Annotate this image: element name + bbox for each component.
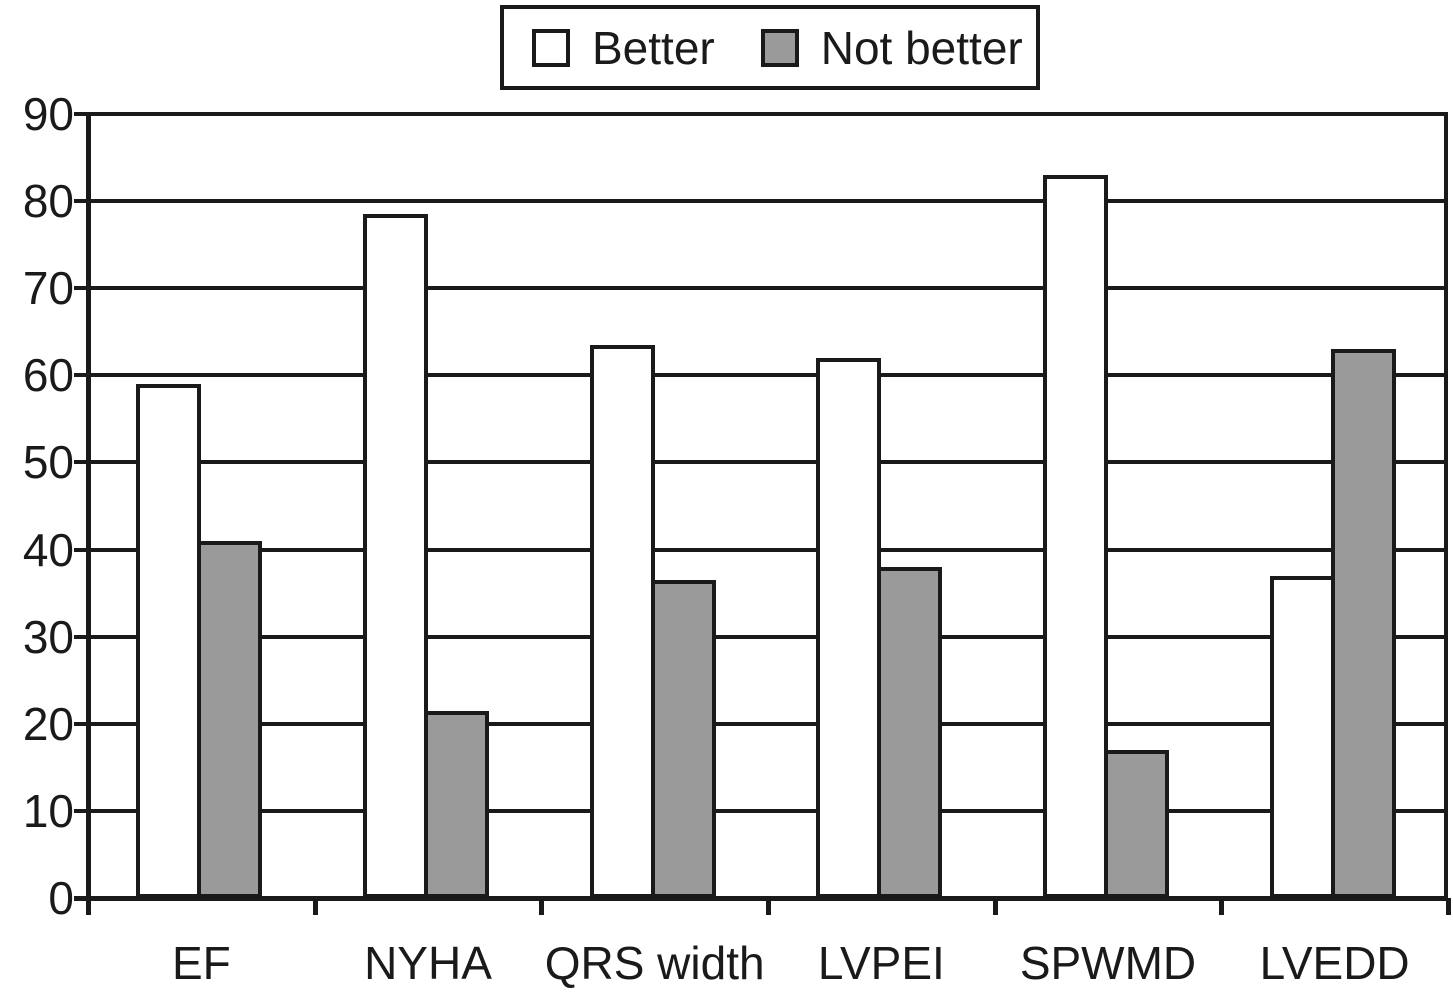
y-tick-90 [74, 112, 92, 116]
better-swatch-icon [532, 28, 570, 67]
gridline-10 [88, 808, 1448, 813]
y-tick-label-50: 50 [22, 436, 74, 489]
not-better-swatch-icon [760, 28, 799, 67]
y-tick-40 [74, 547, 92, 552]
bar-not-better-LVPEI [877, 566, 943, 898]
y-tick-label-10: 10 [22, 784, 74, 837]
x-tick-4 [992, 898, 998, 915]
y-tick-label-40: 40 [22, 523, 74, 576]
bar-not-better-LVEDD [1330, 349, 1396, 898]
x-tick-6 [1446, 898, 1451, 915]
legend-item-better: Better [532, 25, 715, 71]
bar-better-NYHA [363, 214, 428, 898]
x-axis-line [74, 896, 1448, 901]
y-tick-label-70: 70 [22, 262, 74, 315]
x-tick-3 [766, 898, 771, 915]
x-axis-label-LVPEI: LVPEI [817, 937, 945, 989]
bar-better-SPWMD [1043, 174, 1108, 898]
bar-not-better-NYHA [424, 710, 489, 898]
gridline-40 [88, 547, 1448, 552]
bar-better-LVPEI [816, 357, 882, 898]
y-tick-50 [74, 460, 92, 465]
y-tick-20 [74, 721, 92, 726]
x-axis-label-LVEDD: LVEDD [1259, 937, 1410, 989]
y-tick-label-90: 90 [22, 88, 74, 140]
x-axis-label-QRS-width: QRS width [544, 937, 765, 989]
y-tick-label-20: 20 [22, 697, 74, 750]
bar-not-better-QRS-width [650, 580, 716, 898]
x-tick-2 [539, 898, 545, 915]
legend-item-not-better: Not better [760, 21, 1023, 74]
y-tick-label-60: 60 [22, 349, 74, 402]
bar-not-better-EF [197, 540, 263, 898]
gridline-20 [88, 721, 1448, 726]
y-tick-label-0: 0 [48, 872, 74, 924]
legend-label-better: Better [592, 21, 715, 74]
plot-right-border [1444, 112, 1448, 900]
bar-better-QRS-width [589, 344, 655, 898]
x-tick-1 [312, 898, 318, 915]
y-tick-80 [74, 199, 92, 204]
gridline-80 [88, 199, 1448, 204]
gridline-60 [88, 373, 1448, 378]
y-tick-30 [74, 634, 92, 639]
y-axis-line [86, 112, 91, 915]
x-axis-label-SPWMD: SPWMD [1019, 937, 1197, 989]
bar-not-better-SPWMD [1104, 749, 1169, 898]
y-tick-60 [74, 373, 92, 378]
x-axis-label-EF: EF [171, 937, 231, 989]
gridline-50 [88, 460, 1448, 465]
y-tick-10 [74, 808, 92, 813]
y-tick-label-30: 30 [22, 610, 74, 663]
gridline-70 [88, 286, 1448, 291]
gridline-30 [88, 634, 1448, 639]
gridline-90 [88, 112, 1448, 116]
y-tick-70 [74, 286, 92, 291]
chart-legend: Better Not better [500, 5, 1040, 90]
x-tick-5 [1219, 898, 1225, 915]
bar-better-EF [136, 384, 202, 898]
y-tick-label-80: 80 [22, 175, 74, 228]
bar-better-LVEDD [1269, 575, 1335, 898]
x-axis-label-NYHA: NYHA [364, 937, 492, 989]
legend-label-not-better: Not better [820, 21, 1023, 74]
